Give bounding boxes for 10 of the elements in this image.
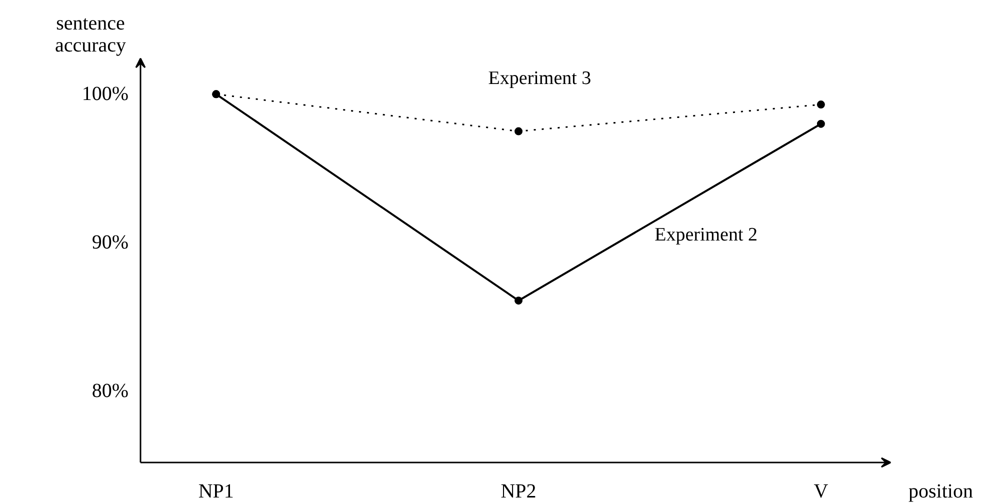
y-axis-title: sentence accuracy: [54, 12, 126, 56]
x-tick-label: NP2: [500, 480, 536, 502]
x-tick-label: NP1: [198, 480, 234, 502]
x-tick-label: V: [814, 480, 829, 502]
series-label: Experiment 2: [654, 224, 758, 246]
y-tick-label: 100%: [82, 83, 129, 106]
y-tick-label: 80%: [92, 380, 129, 402]
series-label: Experiment 3: [488, 68, 592, 90]
x-axis-title: position: [908, 480, 973, 502]
y-tick-label: 90%: [92, 232, 129, 254]
